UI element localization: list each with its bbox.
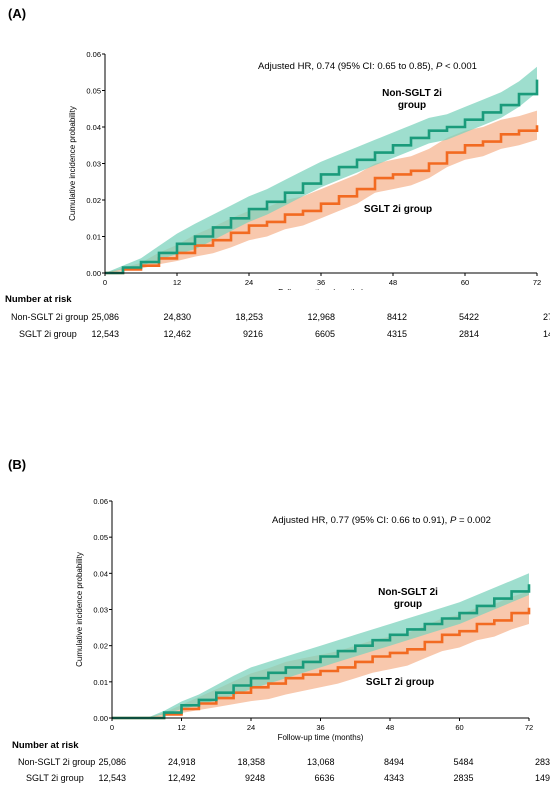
risk-cell: 1499	[534, 773, 550, 783]
panel-label-a: (A)	[8, 6, 27, 21]
y-axis-label: Cumulative incidence probability	[75, 552, 84, 667]
risk-cell: 2814	[458, 329, 479, 339]
risk-cell: 18,358	[237, 757, 265, 767]
risk-cell: 4343	[383, 773, 404, 783]
x-axis-label: Follow-up time (months)	[278, 288, 364, 290]
x-tick-label: 48	[389, 278, 397, 287]
x-tick-label: 72	[533, 278, 541, 287]
risk-cell: 2836	[534, 757, 550, 767]
hr-annotation: Adjusted HR, 0.74 (95% CI: 0.65 to 0.85)…	[258, 61, 477, 72]
risk-cell: 12,543	[91, 329, 119, 339]
risk-cell: 8412	[386, 312, 407, 322]
y-tick-label: 0.00	[86, 269, 101, 278]
chart-a: 0.00 0.01 0.02 0.03 0.04 0.05 0.06 0 12 24 36 48 60 7…	[68, 50, 541, 290]
y-tick-label: 0.06	[93, 497, 108, 506]
risk-cell: 18,253	[235, 312, 263, 322]
risk-table-title: Number at risk	[5, 294, 72, 305]
series-label: Non-SGLT 2i	[378, 587, 438, 598]
x-tick-label: 0	[110, 723, 114, 732]
y-tick-label: 0.01	[86, 233, 101, 242]
y-tick-label: 0.04	[86, 123, 101, 132]
risk-cell: 8494	[383, 757, 404, 767]
risk-cell: 12,492	[167, 773, 196, 783]
series-line-non-sglt2i	[105, 79, 539, 275]
chart-b: 0.00 0.01 0.02 0.03 0.04 0.05 0.06 0 12 24 36 48 60 7…	[75, 497, 533, 742]
risk-cell: 12,462	[163, 329, 191, 339]
x-tick-label: 36	[317, 278, 325, 287]
y-axis-label: Cumulative incidence probability	[68, 106, 77, 221]
risk-row-name: SGLT 2i group	[19, 329, 77, 339]
risk-row-name: Non-SGLT 2i group	[18, 757, 96, 767]
y-tick-label: 0.04	[93, 569, 108, 578]
y-tick-label: 0.02	[93, 642, 108, 651]
plot-area: 0.00 0.01 0.02 0.03 0.04 0.05 0.06 0 12 24 36 48 60 7…	[68, 50, 541, 290]
risk-cell: 6605	[314, 329, 335, 339]
y-tick-label: 0.05	[86, 87, 101, 96]
risk-cell: 9248	[244, 773, 265, 783]
x-tick-label: 72	[525, 723, 533, 732]
x-tick-label: 48	[386, 723, 394, 732]
risk-cell: 24,830	[163, 312, 191, 322]
risk-row-name: Non-SGLT 2i group	[11, 312, 89, 322]
risk-cell: 13,068	[306, 757, 335, 767]
y-tick-label: 0.06	[86, 50, 101, 59]
risk-cell: 12,543	[98, 773, 126, 783]
series-label: Non-SGLT 2i	[382, 88, 442, 99]
risk-cell: 5484	[453, 757, 474, 767]
risk-row-name: SGLT 2i group	[26, 773, 84, 783]
x-tick-label: 36	[316, 723, 324, 732]
series-label: group	[394, 599, 422, 610]
risk-cell: 9216	[242, 329, 263, 339]
series-label: SGLT 2i group	[364, 204, 432, 215]
series-label: SGLT 2i group	[366, 677, 434, 688]
ci-band-non-sglt2i	[105, 66, 537, 273]
y-tick-label: 0.00	[93, 714, 108, 723]
risk-cell: 25,086	[98, 757, 126, 767]
x-tick-label: 60	[461, 278, 469, 287]
x-tick-label: 0	[103, 278, 107, 287]
y-tick-label: 0.03	[93, 606, 108, 615]
series-line-non-sglt2i	[112, 584, 531, 720]
risk-cell: 12,968	[307, 312, 335, 322]
x-tick-label: 24	[245, 278, 253, 287]
risk-cell: 24,918	[167, 757, 196, 767]
risk-cell: 2835	[453, 773, 474, 783]
panel-label-b: (B)	[8, 457, 27, 472]
x-tick-label: 12	[173, 278, 181, 287]
risk-cell: 5422	[458, 312, 479, 322]
y-tick-label: 0.01	[93, 678, 108, 687]
y-tick-label: 0.02	[86, 196, 101, 205]
risk-cell: 1491	[542, 329, 550, 339]
x-tick-label: 60	[455, 723, 463, 732]
x-tick-label: 12	[177, 723, 185, 732]
x-tick-label: 24	[247, 723, 255, 732]
hr-annotation: Adjusted HR, 0.77 (95% CI: 0.66 to 0.91)…	[272, 515, 491, 526]
risk-cell: 2797	[542, 312, 550, 322]
risk-table-title: Number at risk	[12, 740, 79, 751]
series-label: group	[398, 100, 426, 111]
ci-band-non-sglt2i	[112, 573, 529, 718]
risk-cell: 25,086	[91, 312, 119, 322]
risk-cell: 4315	[386, 329, 407, 339]
y-tick-label: 0.05	[93, 533, 108, 542]
x-axis-label: Follow-up time (months)	[278, 733, 364, 742]
y-tick-label: 0.03	[86, 160, 101, 169]
risk-cell: 6636	[314, 773, 335, 783]
plot-area: 0.00 0.01 0.02 0.03 0.04 0.05 0.06 0 12 24 36 48 60 7…	[75, 497, 533, 742]
